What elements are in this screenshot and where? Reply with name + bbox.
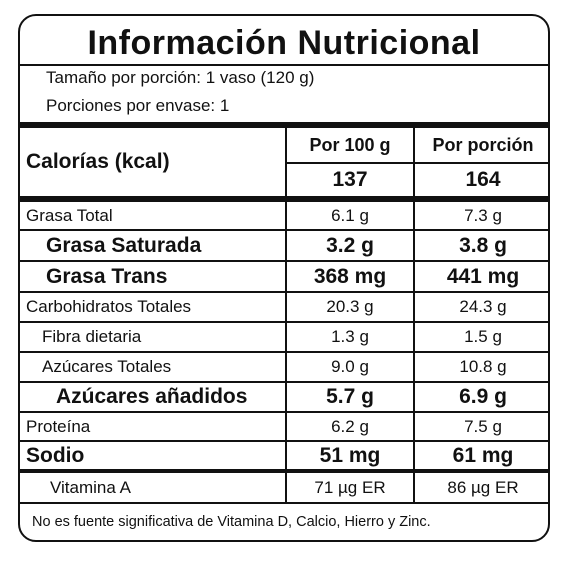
nutrient-per-serving: 10.8 g	[459, 357, 507, 376]
column-header-per-100g: Por 100 g	[309, 134, 391, 155]
nutrient-per-100g: 5.7 g	[326, 385, 374, 408]
divider	[20, 411, 548, 413]
divider	[20, 502, 548, 504]
nutrient-name: Grasa Saturada	[46, 233, 202, 257]
footer-note: No es fuente significativa de Vitamina D…	[32, 514, 431, 530]
servings-per-container: Porciones por envase: 1	[46, 96, 230, 115]
nutrient-name: Sodio	[26, 443, 85, 467]
calories-label: Calorías (kcal)	[26, 150, 170, 173]
column-header-per-serving: Por porción	[432, 134, 534, 155]
nutrient-name: Grasa Trans	[46, 264, 168, 288]
calories-per-serving: 164	[465, 168, 501, 191]
nutrient-per-100g: 51 mg	[319, 443, 381, 467]
nutrient-name: Vitamina A	[50, 477, 131, 497]
nutrient-name: Azúcares añadidos	[56, 385, 248, 408]
nutrient-per-serving: 1.5 g	[464, 327, 502, 346]
nutrient-per-100g: 1.3 g	[331, 327, 369, 346]
nutrient-per-100g: 6.1 g	[331, 205, 369, 225]
divider	[20, 351, 548, 353]
nutrient-per-serving: 3.8 g	[459, 233, 507, 257]
column-divider	[285, 122, 287, 504]
nutrient-per-serving: 441 mg	[446, 264, 520, 288]
calories-per-100g: 137	[332, 168, 368, 191]
divider	[20, 321, 548, 323]
nutrient-name: Fibra dietaria	[42, 327, 142, 346]
nutrient-per-100g: 3.2 g	[326, 233, 374, 257]
divider	[20, 469, 548, 473]
divider	[20, 291, 548, 293]
nutrient-name: Grasa Total	[26, 205, 113, 225]
divider	[20, 229, 548, 231]
label-title: Información Nutricional	[87, 24, 481, 62]
nutrient-per-serving: 6.9 g	[459, 385, 507, 408]
nutrient-per-serving: 7.5 g	[464, 416, 502, 436]
nutrient-per-100g: 20.3 g	[326, 297, 374, 316]
nutrient-per-serving: 61 mg	[452, 443, 514, 467]
serving-size: Tamaño por porción: 1 vaso (120 g)	[46, 68, 315, 87]
divider	[286, 162, 548, 164]
divider	[20, 260, 548, 262]
divider-thick	[20, 122, 548, 128]
nutrient-per-100g: 9.0 g	[331, 357, 369, 376]
nutrient-name: Proteína	[26, 416, 91, 436]
nutrition-facts-label: Información Nutricional Tamaño por porci…	[18, 14, 550, 542]
divider-thick	[20, 196, 548, 202]
nutrient-name: Azúcares Totales	[42, 357, 172, 376]
nutrient-per-100g: 6.2 g	[331, 416, 369, 436]
divider	[20, 381, 548, 383]
column-divider	[413, 122, 415, 504]
nutrient-per-serving: 7.3 g	[464, 205, 502, 225]
nutrient-name: Carbohidratos Totales	[26, 297, 192, 316]
nutrient-per-100g: 71 µg ER	[314, 477, 386, 497]
nutrient-per-100g: 368 mg	[313, 264, 387, 288]
nutrient-per-serving: 24.3 g	[459, 297, 507, 316]
divider	[20, 440, 548, 442]
nutrient-per-serving: 86 µg ER	[447, 477, 519, 497]
divider	[20, 64, 548, 66]
